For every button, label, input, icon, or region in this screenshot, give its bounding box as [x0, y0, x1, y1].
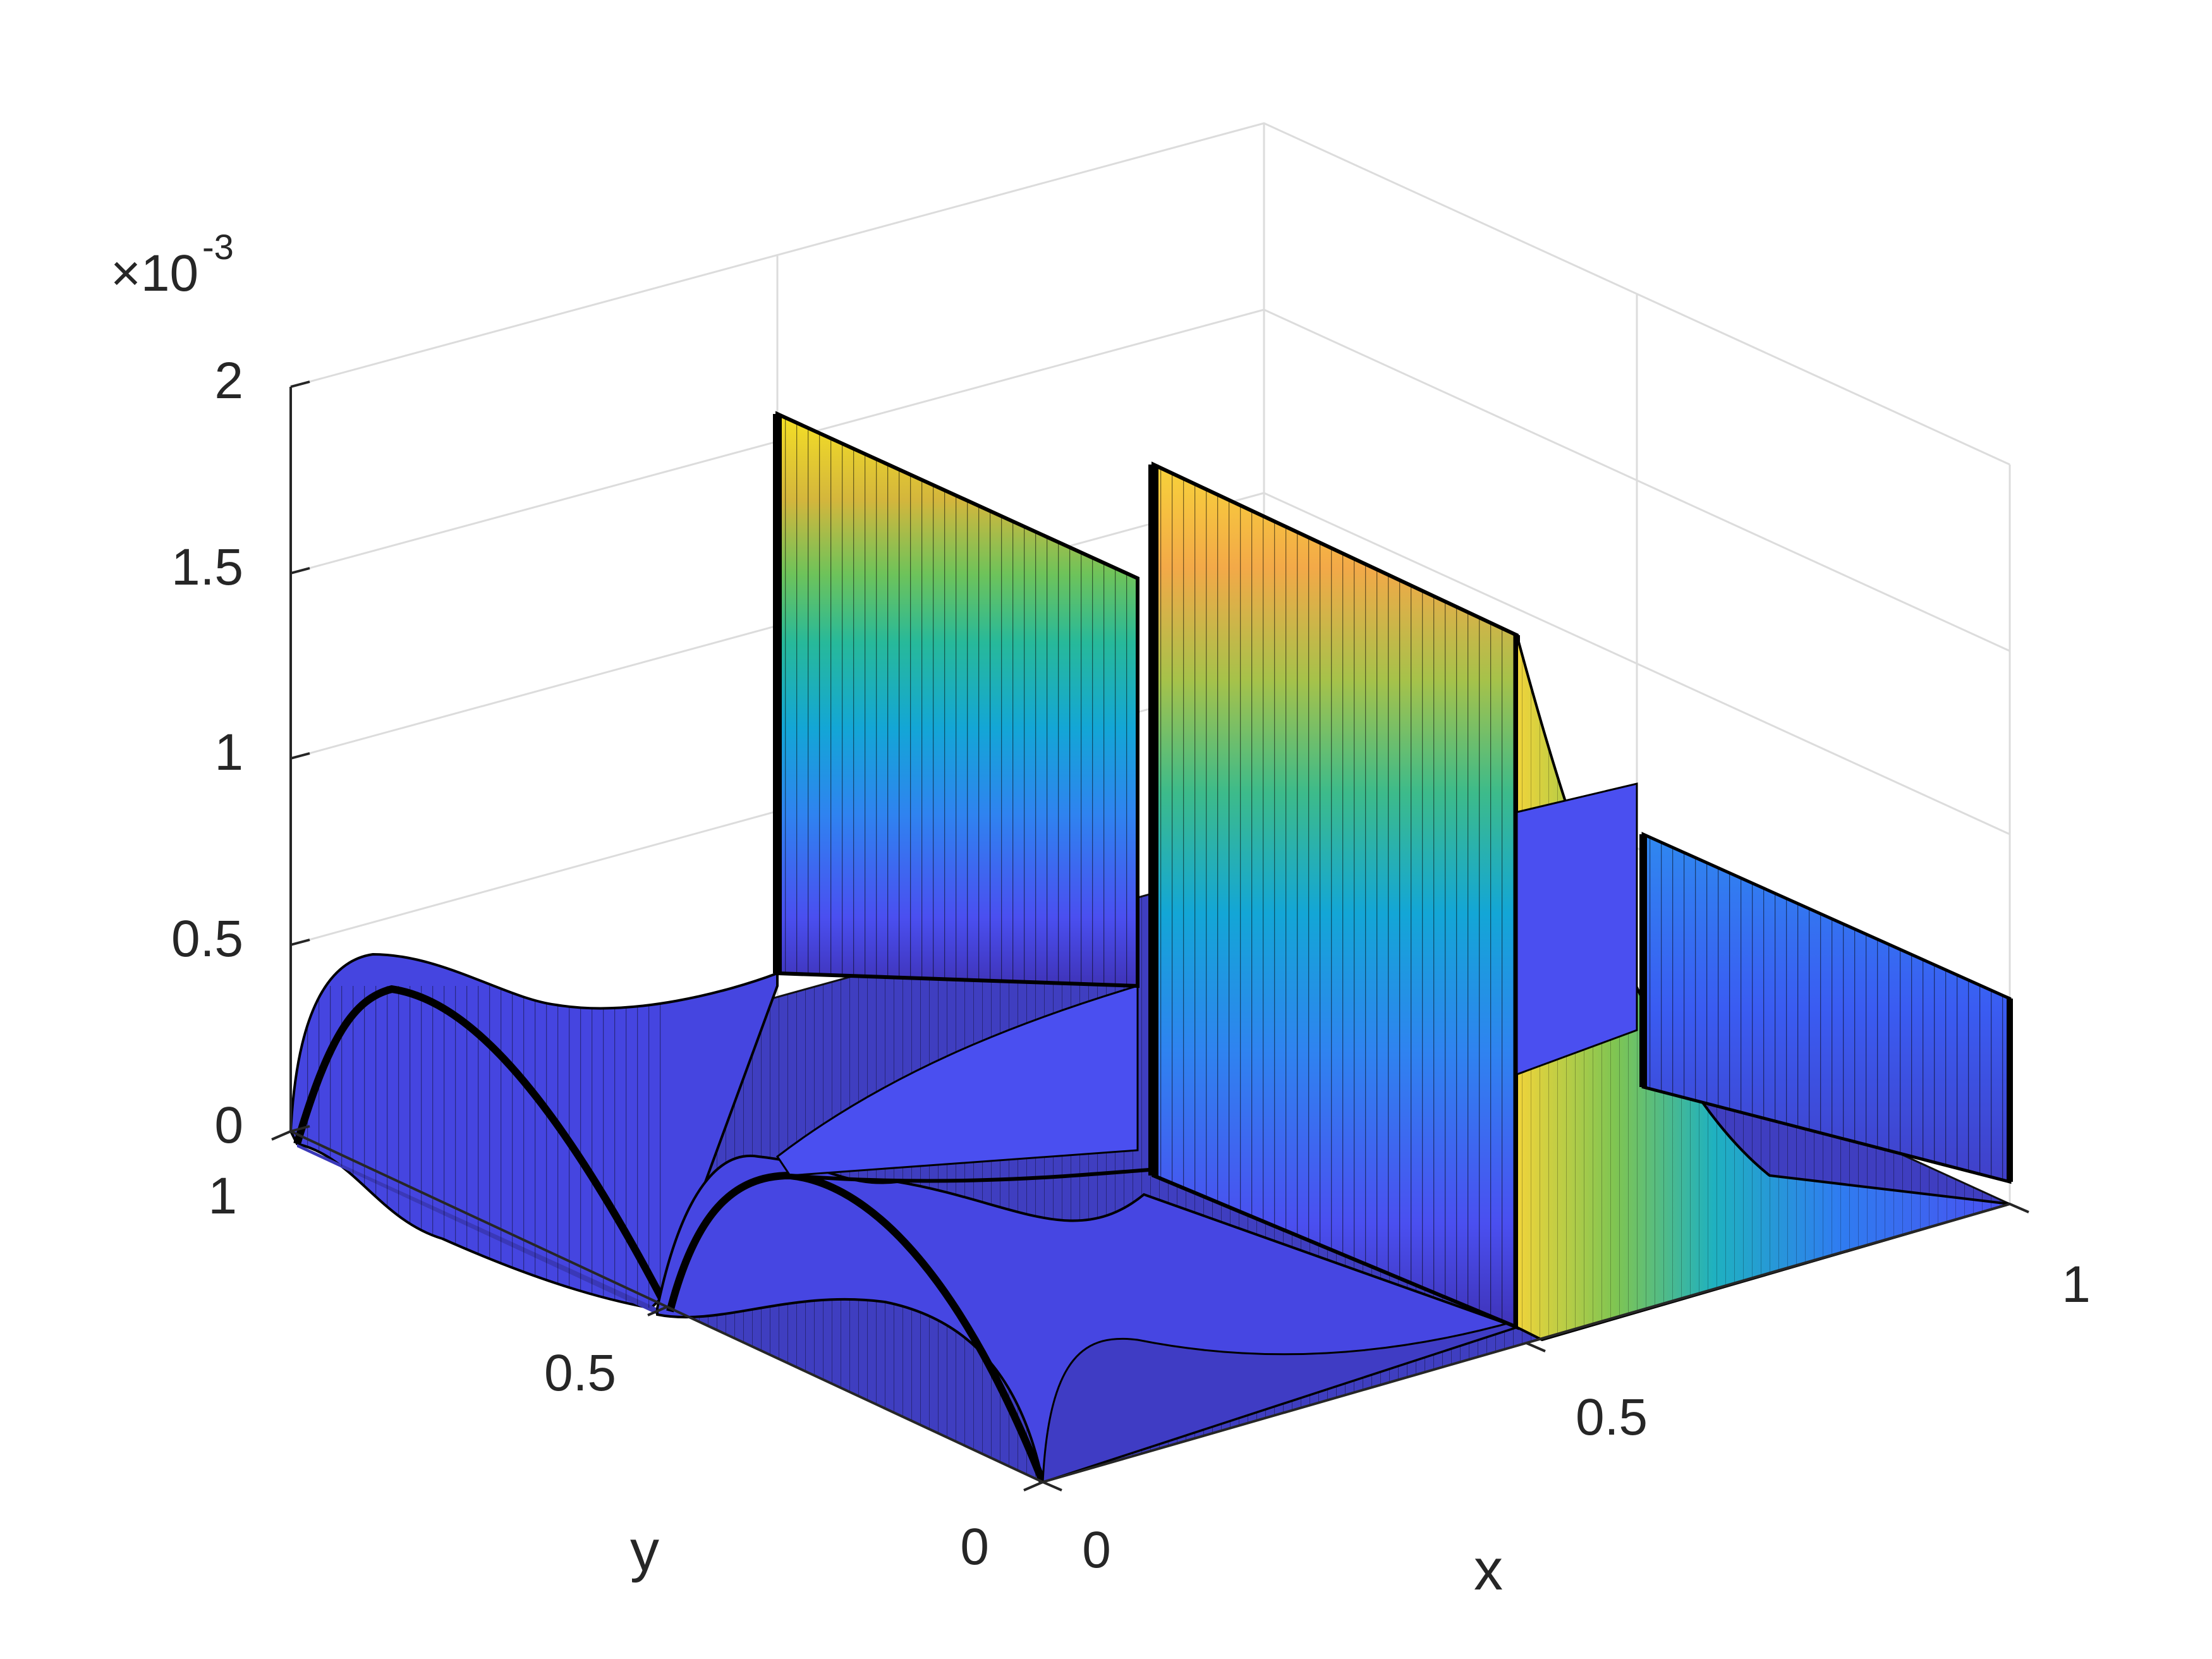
sheet-right — [1639, 832, 2013, 1184]
y-tick-labels: 1 0.5 0 — [208, 1167, 989, 1576]
z-tick-label: 2 — [214, 352, 243, 410]
sheet-center — [1148, 461, 1520, 1330]
z-tick-label: 1.5 — [171, 538, 243, 596]
z-exponent-power: -3 — [202, 227, 234, 267]
y-tick-label: 1 — [208, 1167, 237, 1225]
x-axis-label: x — [1474, 1538, 1503, 1602]
z-exponent-base: ×10 — [111, 245, 198, 302]
y-axis-label: y — [630, 1519, 659, 1583]
y-tick-label: 0 — [960, 1518, 989, 1576]
z-tick-label: 0 — [214, 1097, 243, 1154]
sheet-blue-mid — [1516, 782, 1638, 1076]
x-tick-label: 0 — [1082, 1521, 1111, 1579]
x-tick-label: 1 — [2062, 1256, 2091, 1313]
z-tick-labels: 2 1.5 1 0.5 0 — [171, 352, 243, 1154]
curved-sheet-center — [775, 984, 1157, 1183]
sheet-left — [773, 411, 1139, 988]
z-exponent: ×10 -3 — [111, 227, 234, 302]
z-tick-label: 0.5 — [171, 910, 243, 968]
z-ticks — [290, 380, 310, 1133]
ridge-x0 — [289, 952, 779, 1315]
x-tick-labels: 0 0.5 1 — [1082, 1256, 2091, 1579]
ridge-y-half — [656, 1155, 1521, 1484]
y-ticks — [271, 1130, 1043, 1492]
x-tick-label: 0.5 — [1576, 1389, 1648, 1446]
x-ticks — [1042, 1203, 2029, 1492]
z-tick-label: 1 — [214, 724, 243, 781]
y-tick-label: 0.5 — [544, 1344, 616, 1402]
